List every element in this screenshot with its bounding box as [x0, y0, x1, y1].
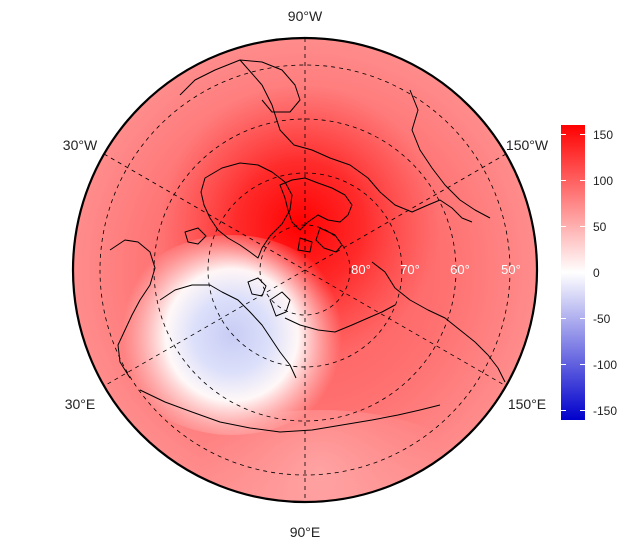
lon-label-bottom: 90°E	[290, 524, 321, 540]
colorbar-label-100: 100	[593, 174, 613, 188]
eurasia-north-coast	[284, 304, 396, 333]
lon-label-top: 90°W	[288, 8, 323, 24]
alaska-coast	[409, 89, 491, 219]
colorbar-ticks	[561, 134, 585, 411]
novaya-zemlya	[269, 291, 291, 317]
map-boundary	[71, 36, 539, 504]
colorbar-label-minus-100: -100	[593, 358, 617, 372]
lon-label-upper-left: 30°W	[63, 137, 98, 153]
canadian-archipelago	[279, 177, 353, 253]
meridian-150	[103, 153, 507, 387]
anomaly-field	[73, 38, 537, 502]
asia-interior-coast	[139, 389, 441, 433]
coastlines	[109, 59, 506, 433]
lat-label-60: 60°	[450, 262, 470, 277]
lon-label-lower-left: 30°E	[65, 396, 96, 412]
lat-label-80: 80°	[351, 262, 371, 277]
lat-label-50: 50°	[501, 262, 521, 277]
hudson-bay	[239, 59, 301, 113]
lon-label-lower-right: 150°E	[508, 396, 546, 412]
scandinavia-coast	[159, 284, 297, 379]
svalbard	[247, 277, 267, 297]
colorbar-label-150: 150	[593, 128, 613, 142]
greenland-coast	[200, 162, 293, 259]
colorbar-label-minus-50: -50	[593, 312, 611, 326]
colorbar-label-0: 0	[593, 266, 600, 280]
colorbar: 150 100 50 0 -50 -100 -150	[561, 125, 617, 420]
iceland	[184, 227, 207, 245]
colorbar-label-50: 50	[593, 220, 607, 234]
lat-label-70: 70°	[400, 262, 420, 277]
lat-circle-50	[99, 64, 511, 476]
lon-label-upper-right: 150°W	[506, 137, 549, 153]
colorbar-label-minus-150: -150	[593, 404, 617, 418]
siberia-coast	[371, 261, 506, 383]
north-america-coast	[179, 59, 473, 223]
europe-coast	[109, 239, 156, 379]
